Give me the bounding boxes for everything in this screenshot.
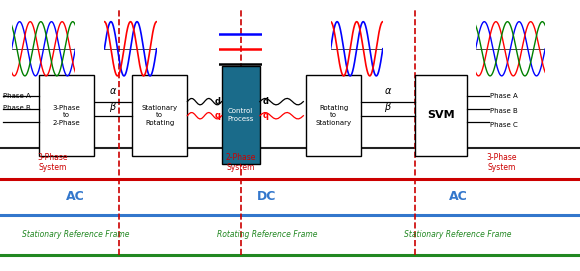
FancyBboxPatch shape	[39, 75, 94, 156]
Text: Control
Process: Control Process	[227, 108, 254, 122]
Text: Stationary Reference Frame: Stationary Reference Frame	[404, 230, 512, 240]
Text: 2-Phase
System: 2-Phase System	[226, 153, 256, 172]
Text: $\beta$: $\beta$	[110, 100, 117, 114]
Text: $\alpha$: $\alpha$	[384, 86, 393, 96]
Text: Phase C: Phase C	[490, 122, 518, 128]
Text: d: d	[262, 97, 268, 106]
Text: AC: AC	[449, 190, 467, 203]
Text: $\beta$: $\beta$	[385, 100, 392, 114]
Text: d: d	[215, 97, 220, 106]
Text: 3-Phase
to
2-Phase: 3-Phase to 2-Phase	[53, 105, 81, 126]
Text: Phase A: Phase A	[490, 93, 518, 99]
Text: Rotating
to
Stationary: Rotating to Stationary	[316, 105, 351, 126]
FancyBboxPatch shape	[306, 75, 361, 156]
Text: $\alpha$: $\alpha$	[109, 86, 118, 96]
Text: 3-Phase
System: 3-Phase System	[487, 153, 517, 172]
FancyBboxPatch shape	[132, 75, 187, 156]
Text: Rotating Reference Frame: Rotating Reference Frame	[216, 230, 317, 240]
Text: 3-Phase
System: 3-Phase System	[37, 153, 67, 172]
Text: Stationary
to
Rotating: Stationary to Rotating	[142, 105, 177, 126]
Text: Stationary Reference Frame: Stationary Reference Frame	[21, 230, 129, 240]
FancyBboxPatch shape	[222, 66, 259, 164]
Text: Phase B: Phase B	[3, 105, 31, 111]
Text: q: q	[262, 111, 268, 120]
Text: Phase B: Phase B	[490, 108, 518, 114]
Text: SVM: SVM	[427, 110, 455, 120]
Text: Phase A: Phase A	[3, 93, 31, 99]
Text: AC: AC	[66, 190, 85, 203]
FancyBboxPatch shape	[415, 75, 467, 156]
Text: q: q	[215, 111, 220, 120]
Text: DC: DC	[257, 190, 277, 203]
